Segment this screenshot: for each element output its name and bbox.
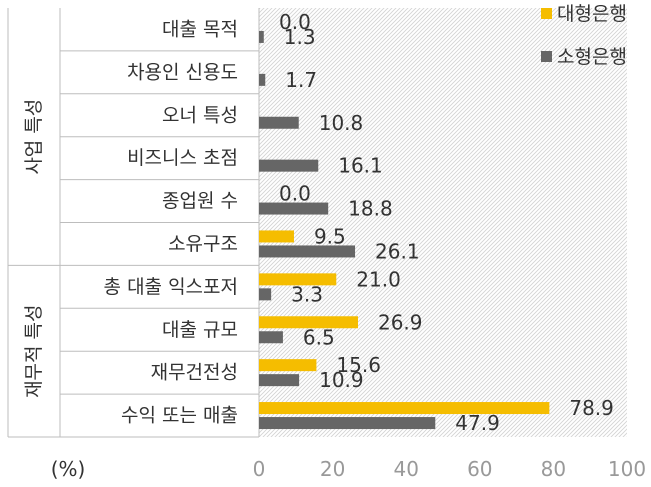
category-label: 차용인 신용도 — [127, 61, 238, 83]
bar-small-bank — [259, 374, 300, 387]
value-label: 0.0 — [279, 10, 311, 34]
bar-small-bank — [259, 116, 299, 129]
group-label: 재무적 특성 — [23, 304, 45, 397]
bar-small-bank — [259, 288, 272, 301]
category-label: 대출 규모 — [162, 319, 238, 341]
x-tick-label: 40 — [393, 457, 418, 481]
x-tick-label: 0 — [253, 457, 266, 481]
value-label: 18.8 — [348, 197, 393, 221]
value-label: 1.3 — [284, 25, 316, 49]
bar-small-bank — [259, 73, 266, 86]
value-label: 10.9 — [319, 368, 364, 392]
category-label: 소유구조 — [168, 233, 238, 255]
category-label: 비즈니스 초점 — [127, 147, 238, 169]
x-tick-label: 60 — [467, 457, 492, 481]
bar-small-bank — [259, 159, 319, 172]
category-label: 재무건전성 — [151, 362, 238, 384]
bar-small-bank — [259, 417, 436, 430]
value-label: 16.1 — [338, 154, 383, 178]
legend-swatch — [541, 8, 552, 19]
unit-label: (%) — [51, 457, 86, 481]
value-label: 15.6 — [336, 353, 381, 377]
group-label: 사업 특성 — [23, 99, 45, 175]
bar-large-bank — [259, 359, 317, 372]
category-label: 총 대출 익스포저 — [104, 276, 238, 298]
category-label: 종업원 수 — [162, 190, 238, 212]
value-label: 26.1 — [375, 239, 420, 263]
bar-small-bank — [259, 202, 329, 215]
x-tick-label: 100 — [608, 457, 646, 481]
bar-small-bank — [259, 30, 264, 43]
value-label: 6.5 — [303, 325, 335, 349]
value-labels: 0.00.09.521.026.915.678.91.31.710.816.11… — [279, 10, 614, 435]
bar-small-bank — [259, 245, 356, 258]
x-axis: 0 20 40 60 80 100 — [253, 457, 646, 481]
bar-large-bank — [259, 402, 550, 415]
category-label: 대출 목적 — [162, 18, 238, 40]
value-label: 0.0 — [279, 182, 311, 206]
legend-swatch — [541, 51, 552, 62]
value-label: 21.0 — [356, 267, 401, 291]
value-label: 1.7 — [285, 68, 317, 92]
category-label: 오너 특성 — [162, 104, 238, 126]
bar-large-bank — [259, 273, 337, 286]
plot-area — [259, 8, 627, 437]
value-label: 10.8 — [319, 111, 364, 135]
category-frame — [7, 8, 260, 438]
value-label: 47.9 — [455, 411, 500, 435]
x-tick-label: 80 — [541, 457, 566, 481]
x-tick-label: 20 — [320, 457, 345, 481]
bar-small-bank — [259, 331, 283, 344]
legend-label: 소형은행 — [557, 46, 627, 68]
value-label: 78.9 — [569, 396, 614, 420]
category-label: 수익 또는 매출 — [121, 405, 238, 427]
value-label: 26.9 — [378, 310, 423, 334]
bar-large-bank — [259, 316, 358, 329]
value-label: 3.3 — [291, 282, 323, 306]
value-label: 9.5 — [314, 224, 346, 248]
bar-large-bank — [259, 230, 294, 243]
legend-label: 대형은행 — [557, 3, 627, 25]
bars — [259, 30, 550, 430]
